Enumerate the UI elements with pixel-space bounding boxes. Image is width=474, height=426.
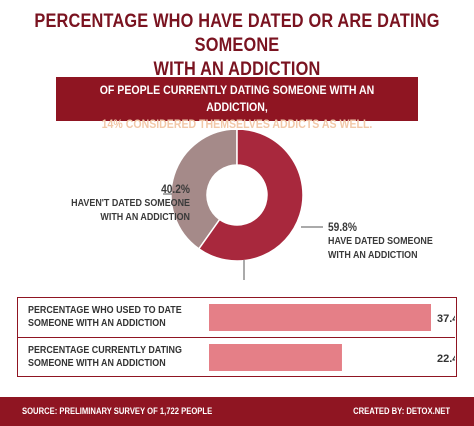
- bar-label-currently-dating: PERCENTAGE CURRENTLY DATING SOMEONE WITH…: [28, 344, 190, 370]
- bar-value-label-0: 37.4%: [437, 313, 455, 325]
- donut-label-dated: 59.8% HAVE DATED SOMEONE WITH AN ADDICTI…: [328, 220, 456, 262]
- bar-table: PERCENTAGE WHO USED TO DATE SOMEONE WITH…: [17, 297, 457, 377]
- donut-label-not-dated: 40.2% HAVEN'T DATED SOMEONE WITH AN ADDI…: [63, 182, 190, 224]
- bar-value-label-1: 22.4%: [437, 353, 455, 365]
- bar-chart: 37.4% 22.4%: [209, 304, 455, 371]
- donut-label-dated-line1: HAVE DATED SOMEONE: [328, 235, 433, 247]
- donut-value-dated: 59.8%: [328, 220, 357, 234]
- bar-1: [209, 344, 342, 371]
- banner-line-2: 14% CONSIDERED THEMSELVES ADDICTS AS WEL…: [101, 117, 373, 131]
- bar-label-currently-dating-line1: PERCENTAGE CURRENTLY DATING: [28, 344, 182, 356]
- bar-0: [209, 304, 431, 331]
- bar-label-used-to-date-line1: PERCENTAGE WHO USED TO DATE: [28, 304, 182, 316]
- donut-slice-dated: [197, 130, 304, 262]
- title-line-2: WITH AN ADDICTION: [153, 59, 321, 80]
- bar-label-currently-dating-line2: SOMEONE WITH AN ADDICTION: [28, 357, 166, 369]
- footer: SOURCE: PRELIMINARY SURVEY OF 1,722 PEOP…: [0, 397, 474, 426]
- donut-chart: [163, 130, 323, 280]
- donut-slice-not-dated: [170, 130, 238, 250]
- table-row: PERCENTAGE CURRENTLY DATING SOMEONE WITH…: [18, 337, 455, 376]
- bar-label-used-to-date-line2: SOMEONE WITH AN ADDICTION: [28, 317, 166, 329]
- bar-label-used-to-date: PERCENTAGE WHO USED TO DATE SOMEONE WITH…: [28, 304, 190, 330]
- page-title: PERCENTAGE WHO HAVE DATED OR ARE DATING …: [33, 10, 441, 82]
- donut-value-not-dated: 40.2%: [161, 182, 190, 196]
- banner-line-1: OF PEOPLE CURRENTLY DATING SOMEONE WITH …: [99, 83, 375, 114]
- donut-label-not-dated-line2: WITH AN ADDICTION: [100, 211, 190, 223]
- highlight-banner: OF PEOPLE CURRENTLY DATING SOMEONE WITH …: [56, 77, 418, 131]
- footer-source: SOURCE: PRELIMINARY SURVEY OF 1,722 PEOP…: [22, 406, 213, 416]
- table-row: PERCENTAGE WHO USED TO DATE SOMEONE WITH…: [18, 298, 455, 336]
- title-line-1: PERCENTAGE WHO HAVE DATED OR ARE DATING …: [34, 11, 440, 56]
- donut-label-not-dated-line1: HAVEN'T DATED SOMEONE: [71, 197, 190, 209]
- donut-label-dated-line2: WITH AN ADDICTION: [328, 249, 418, 261]
- footer-credit: CREATED BY: DETOX.NET: [353, 406, 450, 416]
